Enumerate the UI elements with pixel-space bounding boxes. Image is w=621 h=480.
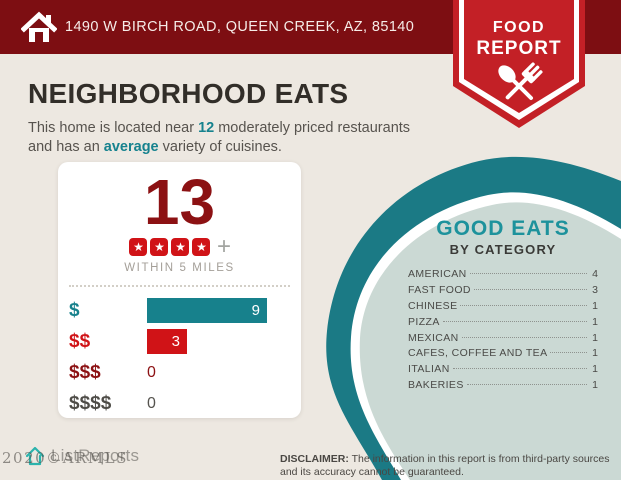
price-level-label: $$ <box>69 330 91 352</box>
bar-value: 0 <box>147 363 156 381</box>
restaurant-summary-card: 13 + WITHIN 5 MILES $ 9 $$ 3 $$$ 0 $$$$ … <box>58 162 301 418</box>
category-row: BAKERIES 1 <box>408 379 598 395</box>
home-icon <box>21 11 57 42</box>
star-icon <box>171 238 190 256</box>
star-icon <box>150 238 169 256</box>
category-count: 1 <box>592 299 598 312</box>
listreports-logo: ListReports <box>24 445 139 467</box>
price-bar-row: $$$ 0 <box>58 360 301 385</box>
category-count: 1 <box>592 315 598 328</box>
logo-wordmark: ListReports <box>51 446 140 465</box>
bar-value: 9 <box>251 302 260 319</box>
dot-leader <box>469 273 587 274</box>
price-level-label: $$$$ <box>69 392 112 414</box>
category-count: 1 <box>592 331 598 344</box>
spoon-fork-icon <box>498 62 543 101</box>
restaurant-count: 13 <box>143 166 216 238</box>
bar-value: 0 <box>147 394 156 412</box>
good-eats-subtitle: BY CATEGORY <box>449 242 557 257</box>
category-row: MEXICAN 1 <box>408 332 598 348</box>
category-label: CAFES, COFFEE AND TEA <box>408 347 548 360</box>
badge-title: FOOD REPORT <box>450 19 588 59</box>
category-label: CHINESE <box>408 299 458 312</box>
dot-leader <box>550 352 587 354</box>
category-list: AMERICAN 4 FAST FOOD 3 CHINESE 1 PIZZA 1 MEX… <box>408 268 598 395</box>
category-count: 1 <box>592 379 598 392</box>
category-row: FAST FOOD 3 <box>408 284 598 300</box>
radius-caption: WITHIN 5 MILES <box>124 262 235 274</box>
bar: 3 <box>147 329 187 354</box>
price-level-label: $$$ <box>69 361 101 383</box>
category-row: AMERICAN 4 <box>408 268 598 284</box>
category-label: ITALIAN <box>408 363 450 376</box>
intro-text-3: variety of cuisines. <box>158 139 282 155</box>
dot-leader <box>460 304 587 306</box>
dot-leader <box>473 288 587 290</box>
star-icon <box>129 238 148 256</box>
star-icon <box>192 238 211 256</box>
category-row: CAFES, COFFEE AND TEA 1 <box>408 347 598 363</box>
bar-value: 3 <box>171 333 180 350</box>
disclaimer: DISCLAIMER: The information in this repo… <box>280 453 614 480</box>
badge-title-line1: FOOD <box>492 19 546 36</box>
star-rating: + <box>58 233 301 260</box>
bar: 9 <box>147 298 267 323</box>
category-row: PIZZA 1 <box>408 316 598 332</box>
page-title: NEIGHBORHOOD EATS <box>28 78 349 109</box>
category-count: 3 <box>592 283 598 296</box>
badge-title-line2: REPORT <box>476 38 562 59</box>
price-bar-row: $ 9 <box>58 298 301 323</box>
dot-leader <box>466 384 587 386</box>
category-count: 4 <box>592 268 598 280</box>
price-level-label: $ <box>69 299 80 321</box>
property-address: 1490 W BIRCH ROAD, QUEEN CREEK, AZ, 8514… <box>65 19 415 35</box>
category-label: FAST FOOD <box>408 283 471 296</box>
price-bar-row: $$$$ 0 <box>58 391 301 416</box>
dot-leader <box>461 336 587 338</box>
dot-leader <box>452 368 587 370</box>
restaurant-count-inline: 12 <box>198 120 215 136</box>
category-count: 1 <box>592 347 598 360</box>
price-level-bar-chart: $ 9 $$ 3 $$$ 0 $$$$ 0 <box>58 298 301 416</box>
food-report-badge: FOOD REPORT <box>450 0 588 132</box>
dotted-divider <box>69 285 290 287</box>
price-bar-row: $$ 3 <box>58 329 301 354</box>
category-label: PIZZA <box>408 315 440 328</box>
category-label: MEXICAN <box>408 331 459 344</box>
plus-sign: + <box>216 233 231 260</box>
category-label: AMERICAN <box>408 268 467 280</box>
bar: 0 <box>147 391 156 416</box>
good-eats-panel: GOOD EATS BY CATEGORY AMERICAN 4 FAST FOO… <box>408 218 598 395</box>
category-row: ITALIAN 1 <box>408 363 598 379</box>
disclaimer-label: DISCLAIMER: <box>280 452 349 465</box>
variety-highlight: average <box>103 139 159 155</box>
good-eats-title: GOOD EATS <box>436 217 570 240</box>
intro-sentence: This home is located near 12 moderately … <box>28 119 438 157</box>
mls-watermark: 2020©ARMLS <box>2 449 128 467</box>
intro-section: NEIGHBORHOOD EATS This home is located n… <box>28 78 438 157</box>
category-label: BAKERIES <box>408 379 464 392</box>
category-count: 1 <box>592 363 598 376</box>
bar: 0 <box>147 360 156 385</box>
category-row: CHINESE 1 <box>408 300 598 316</box>
dot-leader <box>442 320 587 322</box>
intro-text-2: moderately priced restaurants and has an <box>28 120 411 155</box>
logo-house-icon <box>25 446 45 466</box>
intro-text-1: This home is located near <box>28 120 199 136</box>
